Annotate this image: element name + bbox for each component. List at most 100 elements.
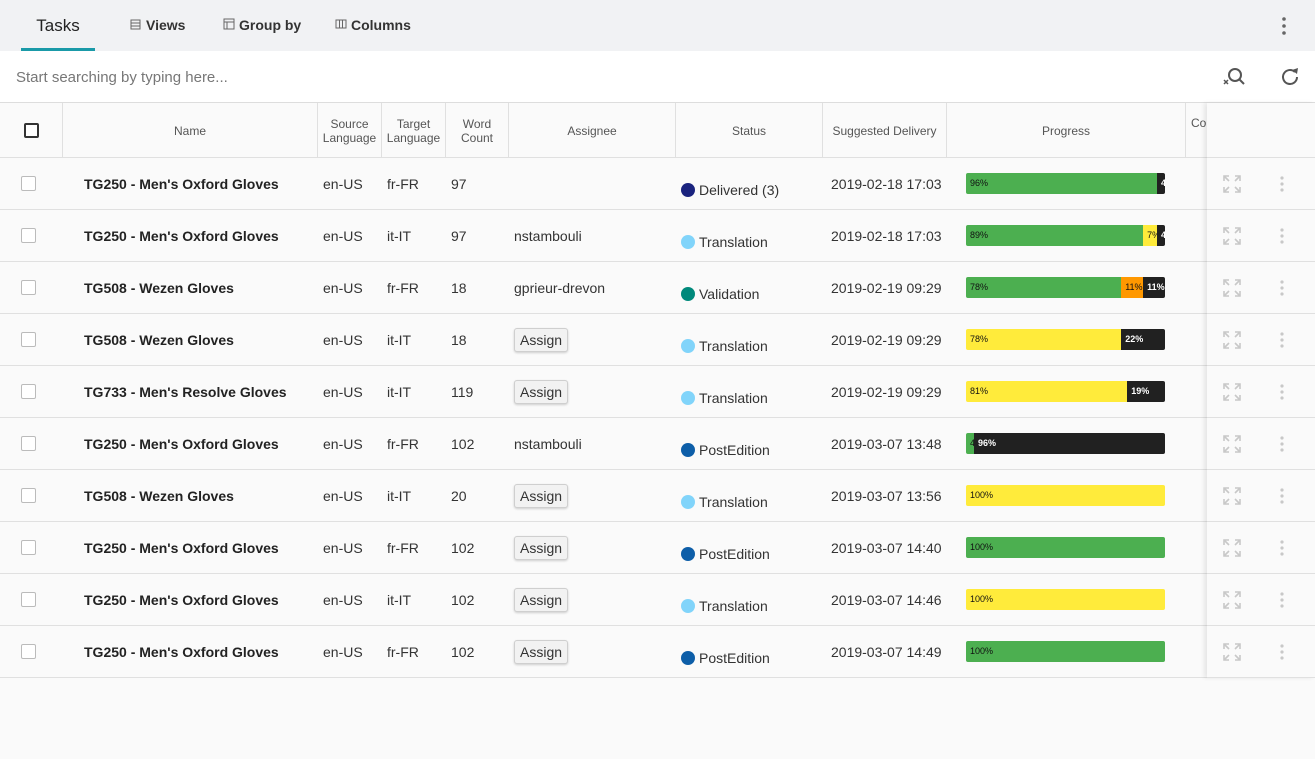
col-suggested-delivery[interactable]: Suggested Delivery	[823, 103, 947, 158]
expand-icon[interactable]	[1222, 486, 1242, 506]
tab-tasks[interactable]: Tasks	[21, 0, 95, 51]
assign-button[interactable]: Assign	[514, 379, 569, 404]
views-icon	[130, 17, 142, 33]
row-checkbox[interactable]	[21, 592, 36, 607]
progress-segment-black: 22%	[1121, 329, 1165, 350]
select-all-checkbox[interactable]	[23, 123, 39, 138]
word-count: 119	[451, 383, 474, 400]
col-assignee[interactable]: Assignee	[509, 103, 676, 158]
clear-search-icon[interactable]	[1222, 65, 1246, 89]
row-checkbox[interactable]	[21, 228, 36, 243]
refresh-icon[interactable]	[1278, 65, 1302, 89]
expand-icon[interactable]	[1222, 330, 1242, 350]
row-checkbox[interactable]	[21, 280, 36, 295]
row-checkbox[interactable]	[21, 332, 36, 347]
assignee-cell: Assign	[514, 470, 569, 521]
row-checkbox-cell	[21, 158, 36, 209]
status-dot-icon	[681, 182, 695, 197]
columns-button[interactable]: Columns	[335, 14, 411, 36]
row-menu-icon[interactable]	[1275, 642, 1289, 662]
progress-segment-yellow: 81%	[966, 381, 1128, 402]
table-row[interactable]: TG508 - Wezen Gloves en-US fr-FR 18 gprieur-…	[0, 262, 1315, 314]
row-menu-icon[interactable]	[1275, 382, 1289, 402]
row-menu-icon[interactable]	[1275, 174, 1289, 194]
table-row[interactable]: TG733 - Men's Resolve Gloves en-US it-IT 11…	[0, 366, 1315, 418]
expand-icon[interactable]	[1222, 278, 1242, 298]
table-row[interactable]: TG250 - Men's Oxford Gloves en-US fr-FR 102…	[0, 418, 1315, 470]
row-checkbox[interactable]	[21, 488, 36, 503]
status-dot-icon	[681, 286, 695, 301]
row-menu-icon[interactable]	[1275, 486, 1289, 506]
more-options-icon[interactable]	[1276, 14, 1292, 38]
expand-icon[interactable]	[1222, 382, 1242, 402]
row-menu-icon[interactable]	[1275, 226, 1289, 246]
expand-icon[interactable]	[1222, 174, 1242, 194]
assign-button[interactable]: Assign	[514, 327, 569, 352]
col-overflow-label: Co	[1191, 116, 1207, 130]
col-status[interactable]: Status	[676, 103, 823, 158]
row-menu-icon[interactable]	[1275, 434, 1289, 454]
table-row[interactable]: TG250 - Men's Oxford Gloves en-US fr-FR 102…	[0, 522, 1315, 574]
row-menu-icon[interactable]	[1275, 590, 1289, 610]
col-delivery-label: Suggested Delivery	[832, 123, 937, 138]
status-cell: Translation	[681, 372, 768, 423]
assign-button[interactable]: Assign	[514, 639, 569, 664]
search-bar	[0, 51, 1315, 103]
table-row[interactable]: TG250 - Men's Oxford Gloves en-US it-IT 102…	[0, 574, 1315, 626]
table-row[interactable]: TG250 - Men's Oxford Gloves en-US fr-FR 102…	[0, 626, 1315, 678]
status-cell: PostEdition	[681, 528, 770, 579]
expand-icon[interactable]	[1222, 590, 1242, 610]
suggested-delivery: 2019-02-19 09:29	[831, 383, 942, 400]
target-language: fr-FR	[387, 279, 419, 296]
row-checkbox[interactable]	[21, 176, 36, 191]
row-checkbox[interactable]	[21, 540, 36, 555]
status-dot-icon	[681, 338, 695, 353]
status-cell: Translation	[681, 580, 768, 631]
target-language: fr-FR	[387, 539, 419, 556]
expand-icon[interactable]	[1222, 538, 1242, 558]
source-language: en-US	[323, 435, 363, 452]
word-count: 97	[451, 227, 467, 244]
search-input[interactable]	[16, 65, 1196, 89]
table-row[interactable]: TG508 - Wezen Gloves en-US it-IT 18 Assign Tr…	[0, 314, 1315, 366]
status-label: Translation	[699, 493, 768, 510]
row-checkbox[interactable]	[21, 644, 36, 659]
assign-button[interactable]: Assign	[514, 587, 569, 612]
expand-icon[interactable]	[1222, 226, 1242, 246]
task-name: TG250 - Men's Oxford Gloves	[84, 435, 279, 452]
status-label: PostEdition	[699, 441, 770, 458]
status-cell: Translation	[681, 320, 768, 371]
row-actions	[1207, 470, 1315, 522]
assign-button[interactable]: Assign	[514, 483, 569, 508]
views-button[interactable]: Views	[130, 14, 185, 36]
row-checkbox[interactable]	[21, 436, 36, 451]
col-progress[interactable]: Progress	[947, 103, 1186, 158]
expand-icon[interactable]	[1222, 434, 1242, 454]
row-menu-icon[interactable]	[1275, 278, 1289, 298]
source-language: en-US	[323, 175, 363, 192]
col-target-language[interactable]: Target Language	[382, 103, 446, 158]
row-actions	[1207, 158, 1315, 210]
status-label: PostEdition	[699, 545, 770, 562]
status-dot-icon	[681, 650, 695, 665]
group-by-button[interactable]: Group by	[223, 14, 301, 36]
col-source-language[interactable]: Source Language	[318, 103, 382, 158]
assignee-cell: Assign	[514, 626, 569, 677]
row-checkbox[interactable]	[21, 384, 36, 399]
table-row[interactable]: TG508 - Wezen Gloves en-US it-IT 20 Assign Tr…	[0, 470, 1315, 522]
col-overflow[interactable]: Co	[1186, 103, 1216, 158]
table-row[interactable]: TG250 - Men's Oxford Gloves en-US fr-FR 97 D…	[0, 158, 1315, 210]
col-word-count[interactable]: Word Count	[446, 103, 509, 158]
row-menu-icon[interactable]	[1275, 330, 1289, 350]
assignee-name: gprieur-drevon	[514, 279, 606, 296]
assign-button[interactable]: Assign	[514, 535, 569, 560]
expand-icon[interactable]	[1222, 642, 1242, 662]
col-name[interactable]: Name	[63, 103, 318, 158]
table-row[interactable]: TG250 - Men's Oxford Gloves en-US it-IT 97 n…	[0, 210, 1315, 262]
target-language: it-IT	[387, 591, 412, 608]
col-name-label: Name	[173, 123, 206, 138]
row-menu-icon[interactable]	[1275, 538, 1289, 558]
source-language: en-US	[323, 383, 363, 400]
target-language: it-IT	[387, 331, 412, 348]
task-name: TG250 - Men's Oxford Gloves	[84, 539, 279, 556]
